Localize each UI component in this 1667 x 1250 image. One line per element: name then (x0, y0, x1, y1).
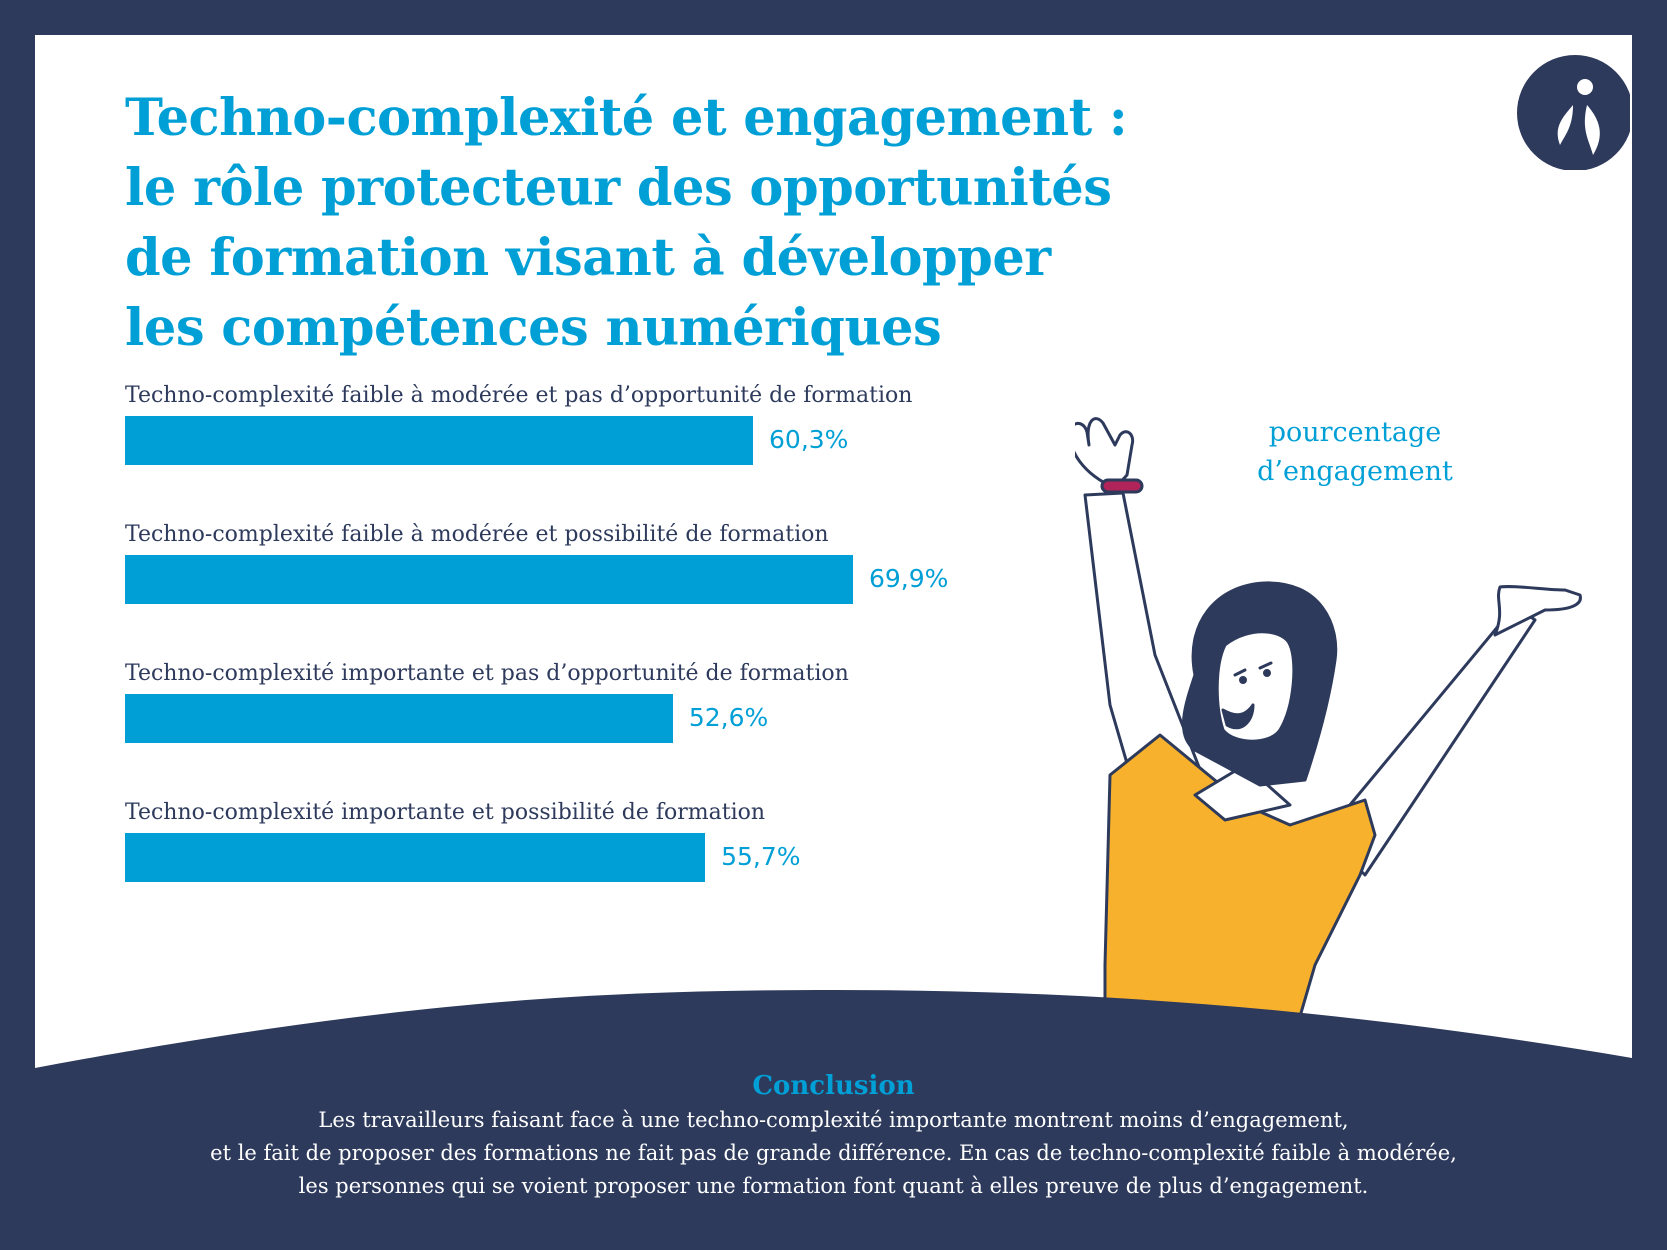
bar (125, 555, 853, 604)
cheering-woman-illustration (1075, 417, 1582, 1075)
conclusion-text: Les travailleurs faisant face à une tech… (0, 1104, 1667, 1203)
title-line: le rôle protecteur des opportunités (125, 158, 1112, 218)
title-line: Techno-complexité et engagement : (125, 88, 1128, 148)
conclusion-line: et le fait de proposer des formations ne… (210, 1141, 1457, 1165)
bar (125, 416, 754, 465)
bar-category-label: Techno-complexité importante et pas d’op… (125, 661, 849, 686)
bar-value-label: 60,3% (769, 425, 849, 454)
value-unit-note-line: pourcentage (1268, 417, 1442, 448)
page-title: Techno-complexité et engagement : le rôl… (125, 83, 1128, 363)
brand-logo-icon (1517, 55, 1630, 170)
conclusion-section: Conclusion Les travailleurs faisant face… (0, 1068, 1667, 1203)
bar-value-label: 55,7% (721, 842, 801, 871)
bar-category-label: Techno-complexité importante et possibil… (125, 800, 766, 825)
bar (125, 694, 673, 743)
bar-value-label: 69,9% (869, 564, 949, 593)
conclusion-title: Conclusion (752, 1071, 915, 1101)
bar-category-label: Techno-complexité faible à modérée et po… (125, 522, 829, 547)
value-unit-note: pourcentage d’engagement (1205, 413, 1505, 491)
title-line: de formation visant à développer (125, 228, 1051, 288)
engagement-bar-chart: Techno-complexité faible à modérée et pa… (35, 35, 1035, 1035)
conclusion-line: les personnes qui se voient proposer une… (298, 1174, 1369, 1198)
conclusion-line: Les travailleurs faisant face à une tech… (318, 1108, 1349, 1132)
bar (125, 833, 706, 882)
infographic-card: Techno-complexité et engagement : le rôl… (35, 35, 1632, 1075)
bar-value-label: 52,6% (688, 703, 769, 732)
bar-category-label: Techno-complexité faible à modérée et pa… (125, 383, 913, 408)
value-unit-note-line: d’engagement (1257, 456, 1453, 487)
title-line: les compétences numériques (125, 298, 942, 358)
